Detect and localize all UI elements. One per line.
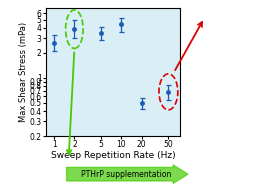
Y-axis label: Max Shear Stress (mPa): Max Shear Stress (mPa) xyxy=(19,22,28,122)
Text: PTHrP supplementation: PTHrP supplementation xyxy=(81,170,171,179)
X-axis label: Sweep Repetition Rate (Hz): Sweep Repetition Rate (Hz) xyxy=(51,151,175,160)
FancyArrow shape xyxy=(67,165,188,183)
